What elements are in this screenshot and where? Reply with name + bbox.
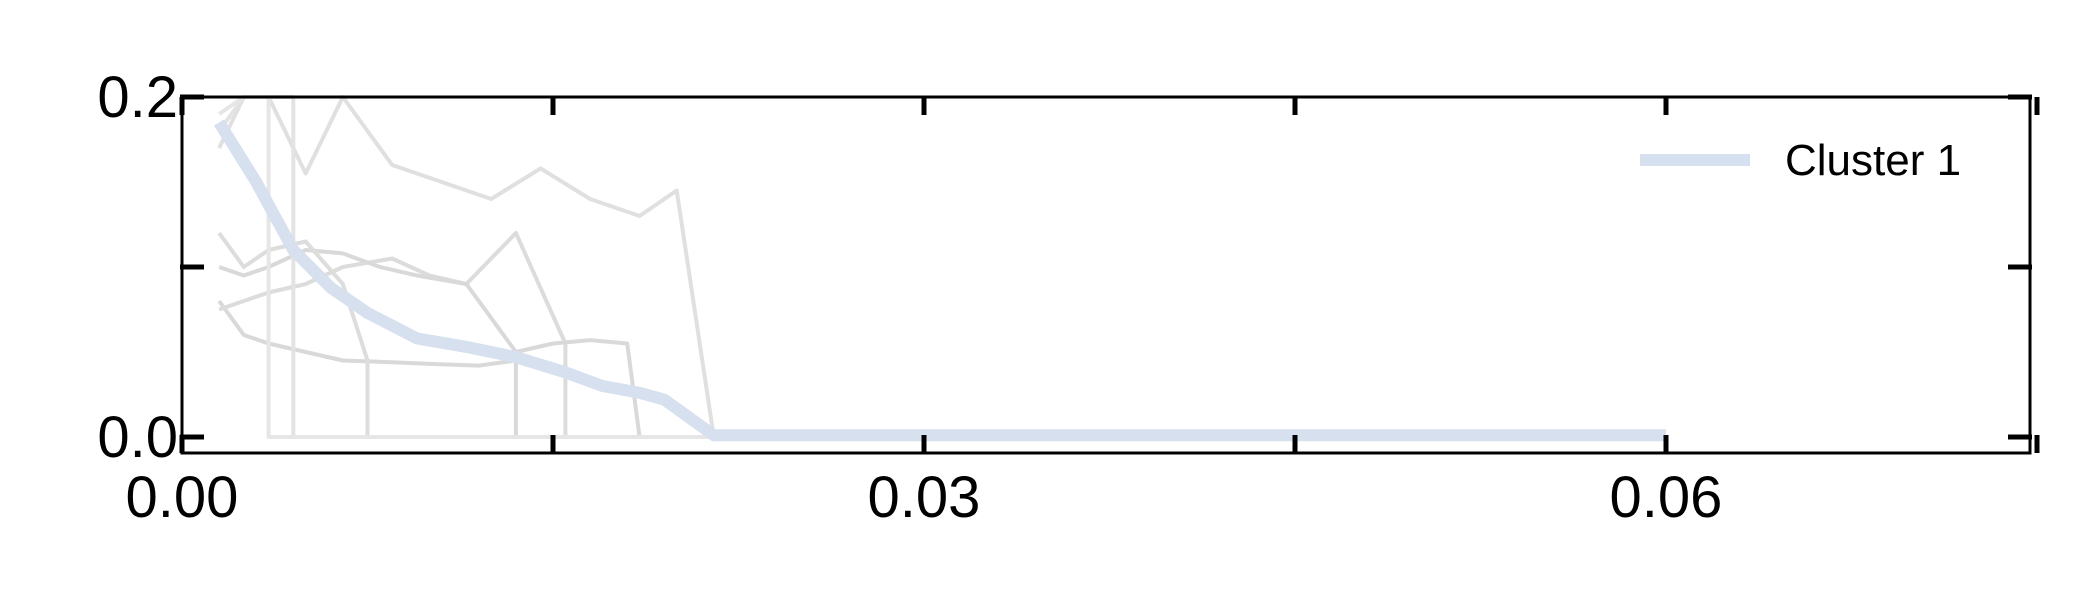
x-tick-label: 0.03 <box>868 465 981 530</box>
legend: Cluster 1 <box>1640 136 1961 185</box>
series-line-3 <box>218 248 1666 439</box>
series-line-cluster-1 <box>214 119 1666 442</box>
series-line-5 <box>217 95 1666 439</box>
tick-labels: 0.00 0.03 0.06 0.0 0.2 <box>97 65 1722 530</box>
plot-frame <box>180 95 2032 455</box>
axis-ticks <box>179 94 2040 453</box>
series-line-2 <box>218 231 1666 439</box>
x-tick-label: 0.06 <box>1610 465 1723 530</box>
y-tick-label: 0.0 <box>97 405 178 470</box>
x-tick-label: 0.00 <box>126 465 239 530</box>
series-line-4 <box>217 231 1666 439</box>
legend-label-cluster-1: Cluster 1 <box>1785 136 1961 185</box>
y-tick-label: 0.2 <box>97 65 178 130</box>
series-line-1 <box>217 299 1666 439</box>
